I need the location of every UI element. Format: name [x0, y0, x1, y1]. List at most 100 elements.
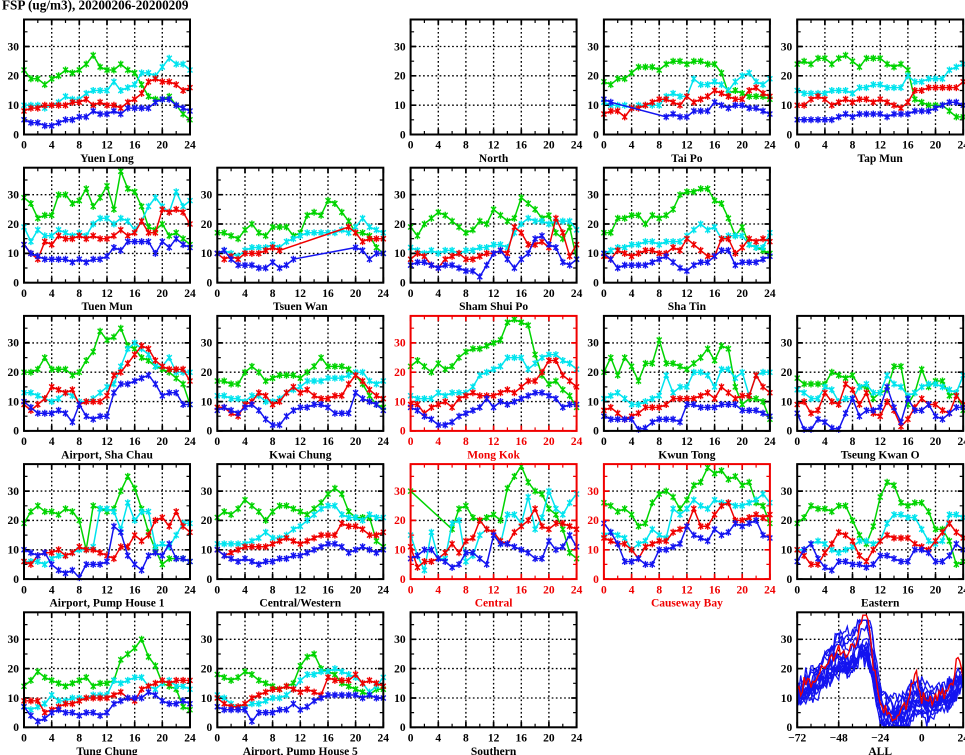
- svg-text:4: 4: [242, 288, 248, 300]
- svg-text:0: 0: [919, 733, 925, 745]
- svg-text:8: 8: [850, 584, 856, 596]
- svg-text:0: 0: [408, 436, 414, 448]
- svg-text:20: 20: [543, 288, 555, 300]
- svg-text:10: 10: [8, 100, 20, 112]
- svg-text:Kwun Tong: Kwun Tong: [658, 449, 715, 461]
- svg-text:0: 0: [13, 426, 19, 438]
- svg-text:12: 12: [295, 733, 307, 745]
- svg-text:0: 0: [794, 436, 800, 448]
- svg-text:20: 20: [8, 219, 20, 231]
- svg-text:20: 20: [394, 71, 406, 83]
- svg-text:30: 30: [781, 486, 793, 498]
- svg-text:Tseung Kwan O: Tseung Kwan O: [841, 449, 920, 461]
- svg-text:12: 12: [874, 584, 886, 596]
- svg-text:Airport, Sha Chau: Airport, Sha Chau: [61, 449, 153, 461]
- svg-text:16: 16: [129, 288, 141, 300]
- svg-text:16: 16: [516, 584, 528, 596]
- svg-text:16: 16: [516, 288, 528, 300]
- svg-text:20: 20: [8, 367, 20, 379]
- svg-text:0: 0: [207, 574, 213, 586]
- svg-text:20: 20: [157, 584, 169, 596]
- svg-text:16: 16: [709, 584, 721, 596]
- svg-text:10: 10: [394, 693, 406, 705]
- svg-text:8: 8: [270, 733, 276, 745]
- svg-text:20: 20: [157, 140, 169, 152]
- svg-text:−72: −72: [788, 733, 806, 745]
- svg-text:20: 20: [394, 663, 406, 675]
- svg-text:16: 16: [709, 436, 721, 448]
- svg-text:12: 12: [681, 140, 693, 152]
- svg-text:16: 16: [516, 436, 528, 448]
- svg-text:10: 10: [8, 396, 20, 408]
- svg-text:20: 20: [587, 515, 599, 527]
- svg-text:20: 20: [394, 367, 406, 379]
- svg-text:4: 4: [629, 288, 635, 300]
- svg-text:20: 20: [587, 367, 599, 379]
- svg-text:10: 10: [8, 693, 20, 705]
- svg-text:12: 12: [874, 436, 886, 448]
- svg-text:16: 16: [129, 436, 141, 448]
- svg-text:0: 0: [593, 426, 599, 438]
- svg-text:8: 8: [656, 140, 662, 152]
- svg-text:24: 24: [184, 288, 196, 300]
- svg-text:24: 24: [184, 436, 196, 448]
- svg-text:24: 24: [184, 733, 196, 745]
- svg-text:20: 20: [543, 436, 555, 448]
- svg-text:16: 16: [902, 140, 914, 152]
- svg-text:16: 16: [516, 733, 528, 745]
- svg-text:24: 24: [184, 140, 196, 152]
- svg-text:4: 4: [242, 733, 248, 745]
- svg-text:Airport, Pump House 1: Airport, Pump House 1: [50, 598, 165, 610]
- svg-text:30: 30: [8, 190, 20, 202]
- svg-text:0: 0: [601, 584, 607, 596]
- svg-text:10: 10: [587, 100, 599, 112]
- svg-text:0: 0: [13, 574, 19, 586]
- svg-text:0: 0: [408, 140, 414, 152]
- svg-text:24: 24: [957, 733, 965, 745]
- svg-text:0: 0: [400, 278, 406, 290]
- svg-text:24: 24: [764, 436, 776, 448]
- svg-text:0: 0: [214, 288, 220, 300]
- svg-text:4: 4: [435, 436, 441, 448]
- svg-text:Kwai Chung: Kwai Chung: [269, 449, 332, 461]
- svg-text:8: 8: [463, 140, 469, 152]
- svg-text:24: 24: [184, 584, 196, 596]
- svg-text:12: 12: [488, 140, 500, 152]
- svg-text:Causeway Bay: Causeway Bay: [651, 598, 723, 610]
- svg-text:20: 20: [157, 436, 169, 448]
- svg-text:4: 4: [49, 733, 55, 745]
- svg-text:4: 4: [49, 140, 55, 152]
- svg-text:10: 10: [8, 248, 20, 260]
- svg-text:0: 0: [400, 129, 406, 141]
- svg-text:4: 4: [629, 584, 635, 596]
- svg-text:0: 0: [21, 288, 27, 300]
- svg-text:0: 0: [400, 574, 406, 586]
- svg-text:8: 8: [76, 733, 82, 745]
- svg-text:20: 20: [201, 515, 213, 527]
- svg-text:30: 30: [201, 486, 213, 498]
- svg-text:30: 30: [587, 338, 599, 350]
- svg-text:0: 0: [13, 722, 19, 734]
- svg-text:16: 16: [129, 140, 141, 152]
- svg-text:0: 0: [593, 129, 599, 141]
- svg-text:FSP (ug/m3), 20200206-20200209: FSP (ug/m3), 20200206-20200209: [2, 0, 189, 13]
- svg-text:30: 30: [8, 41, 20, 53]
- svg-text:30: 30: [587, 41, 599, 53]
- svg-text:24: 24: [571, 436, 583, 448]
- svg-text:20: 20: [8, 663, 20, 675]
- svg-text:Tung Chung: Tung Chung: [76, 746, 138, 755]
- svg-text:12: 12: [101, 436, 113, 448]
- svg-text:12: 12: [488, 584, 500, 596]
- svg-text:24: 24: [571, 288, 583, 300]
- svg-text:24: 24: [764, 584, 776, 596]
- svg-text:0: 0: [593, 574, 599, 586]
- svg-text:0: 0: [214, 733, 220, 745]
- svg-text:8: 8: [270, 584, 276, 596]
- svg-text:4: 4: [435, 733, 441, 745]
- svg-text:0: 0: [400, 722, 406, 734]
- svg-text:12: 12: [295, 436, 307, 448]
- svg-text:0: 0: [408, 733, 414, 745]
- svg-text:0: 0: [207, 426, 213, 438]
- svg-text:Central: Central: [475, 598, 513, 610]
- svg-text:30: 30: [587, 190, 599, 202]
